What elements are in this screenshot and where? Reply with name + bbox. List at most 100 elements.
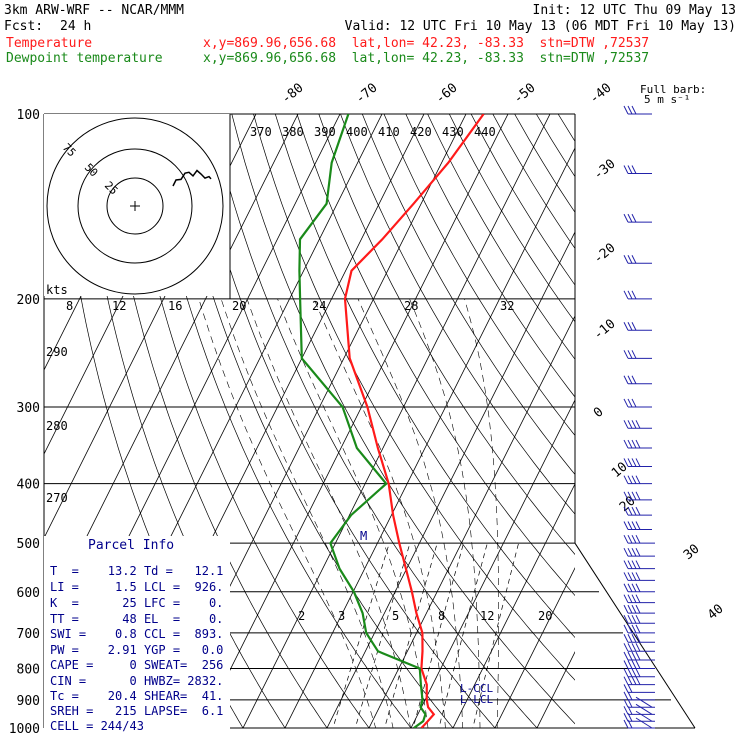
- wind-barb-flag: [631, 475, 637, 484]
- wind-barb-flag: [631, 105, 637, 115]
- wind-barb-flag: [635, 458, 641, 467]
- wind-barb-flag: [635, 560, 641, 569]
- dry-adiabat: [340, 114, 575, 515]
- wind-barb-flag: [631, 350, 637, 359]
- wind-barb-flag: [635, 651, 641, 661]
- wind-barb-flag: [627, 350, 633, 359]
- wind-barb-flag: [623, 398, 629, 408]
- wind-barb-flag: [635, 710, 653, 722]
- pressure-label: 400: [17, 478, 40, 493]
- parcel-row: Tc = 20.4 SHEAR= 41.: [50, 689, 223, 703]
- isotherm-label: 30: [681, 542, 703, 564]
- parcel-col-left: CAPE = 0: [50, 658, 137, 672]
- wind-barb-flag: [631, 614, 637, 624]
- wind-barb-flag: [627, 560, 633, 569]
- wind-barb-flag: [635, 534, 641, 544]
- parcel-col-left: SREH = 215: [50, 704, 137, 718]
- wind-barb-flag: [631, 583, 637, 593]
- pressure-label: 600: [17, 586, 40, 601]
- dry-adiabat: [122, 114, 370, 728]
- dry-adiabat: [100, 114, 328, 728]
- wind-barb-flag: [623, 604, 629, 614]
- isotherm-line: [242, 114, 551, 728]
- wind-barb-flag: [623, 475, 629, 484]
- hodograph-ring: [77, 148, 193, 264]
- wind-barb-flag: [635, 660, 641, 669]
- dry-adiabat: [361, 114, 575, 476]
- wind-barb-flag: [627, 691, 633, 701]
- wind-barb-flag: [627, 420, 633, 429]
- wind-barb-flag: [623, 375, 629, 384]
- isotherm-label: -30: [591, 156, 619, 183]
- moist-adiabat: [246, 298, 411, 728]
- dry-adiabat: [318, 114, 575, 555]
- wind-barb-flag: [631, 547, 637, 557]
- wind-barb-flag: [627, 105, 633, 115]
- wind-barb-flag: [627, 547, 633, 557]
- mixing-ratio-label: 8: [66, 299, 73, 313]
- wind-barb-flag: [631, 458, 637, 467]
- dry-adiabat: [448, 114, 575, 323]
- wind-barb-flag: [623, 420, 629, 429]
- temperature-profile: [343, 114, 485, 728]
- wind-barb-flag: [635, 491, 641, 501]
- parcel-col-left: CIN = 0: [50, 674, 137, 688]
- wind-barb-flag: [635, 703, 653, 715]
- wind-barb-flag: [635, 420, 641, 429]
- wind-barb-flag: [635, 439, 641, 449]
- hodograph-ring: [106, 177, 164, 235]
- isotherm-label: -80: [279, 80, 307, 107]
- isotherm-line: [44, 114, 299, 623]
- isotherm-label: 20: [617, 494, 639, 516]
- wind-barb-flag: [623, 105, 629, 115]
- parcel-col-left: TT = 48: [50, 612, 137, 626]
- isotherm-label: -70: [353, 80, 381, 107]
- wind-barb-flag: [623, 350, 629, 359]
- wind-barb-flag: [635, 643, 641, 652]
- wind-barb-flag: [635, 547, 641, 557]
- wind-barb-flag: [623, 547, 629, 557]
- wind-barb-flag: [631, 668, 637, 677]
- wind-barb-flag: [623, 691, 629, 701]
- theta-label: 400: [346, 125, 368, 139]
- wind-barb-flag: [627, 614, 633, 624]
- dewpoint-legend-label: Dewpoint temperature: [6, 51, 163, 66]
- wind-barb-flag: [623, 668, 629, 677]
- wind-barb-flag: [623, 560, 629, 569]
- mixing-ratio-label: 32: [500, 299, 514, 313]
- wind-barb-flag: [635, 614, 641, 624]
- wind-barb-flag: [623, 213, 629, 223]
- dry-adiabat: [405, 114, 575, 398]
- hodograph-height-label: 290: [46, 345, 68, 359]
- wind-barb-flag: [631, 604, 637, 614]
- parcel-col-left: CELL = 244/43: [50, 719, 144, 733]
- isotherm-label: -50: [511, 80, 539, 107]
- wind-barb-flag: [635, 696, 653, 708]
- theta-label: 370: [250, 125, 272, 139]
- dry-adiabat: [187, 114, 496, 728]
- mixing-ratio-low-label: 5: [392, 609, 399, 623]
- wind-barb-flag: [623, 624, 629, 634]
- annotation-m: M: [360, 529, 367, 543]
- wind-barb-flag: [627, 491, 633, 501]
- dry-adiabat: [535, 114, 575, 178]
- isotherm-line: [368, 315, 575, 728]
- wind-barb-flag: [627, 643, 633, 652]
- wind-barb-flag: [623, 594, 629, 603]
- parcel-col-right: LCL = 926.: [143, 580, 224, 594]
- wind-barb-flag: [627, 290, 633, 300]
- wind-barb-flag: [635, 594, 641, 603]
- wind-barb-flag: [635, 668, 641, 677]
- dry-adiabat: [492, 114, 575, 250]
- wind-barb-flag: [635, 676, 641, 685]
- wind-barb-flag: [623, 290, 629, 300]
- wind-barb-flag: [623, 614, 629, 624]
- wind-barb-flag: [635, 521, 641, 530]
- hodograph-units-label: kts: [46, 283, 68, 297]
- wind-barb-flag: [627, 398, 633, 408]
- parcel-row: PW = 2.91 YGP = 0.0: [50, 643, 223, 657]
- isotherm-label: 40: [705, 602, 727, 624]
- pressure-label: 1000: [9, 722, 40, 737]
- wind-barb-flag: [631, 398, 637, 408]
- pressure-label: 300: [17, 401, 40, 416]
